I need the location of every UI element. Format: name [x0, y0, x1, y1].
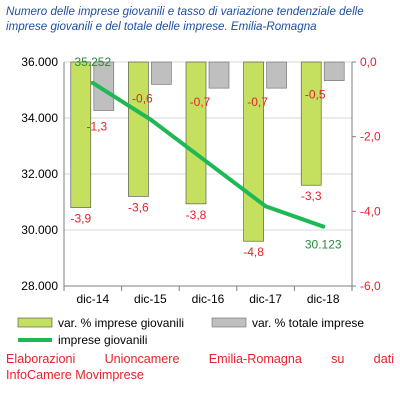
bar-giovanili-dic-18: [300, 61, 322, 186]
label-totale-dic-18: -0,5: [305, 88, 326, 102]
x-tick-dic-16: dic-16: [192, 292, 225, 306]
legend-swatch-totale: [211, 317, 247, 328]
legend: var. % imprese giovanili var. % totale im…: [17, 316, 364, 347]
bar-totale-dic-16: [208, 61, 230, 89]
point-imprese-giovanili-dic-14: [90, 80, 95, 85]
bar-totale-dic-14: [93, 61, 115, 111]
label-line-dic-18: 30.123: [305, 238, 342, 252]
legend-swatch-giovanili: [17, 317, 53, 328]
bar-giovanili-dic-15: [128, 61, 149, 197]
line-layer: [90, 80, 326, 229]
source-note-line1: Elaborazioni Unioncamere Emilia-Romagna …: [6, 352, 394, 366]
y-left-tick-2: 32.000: [21, 167, 58, 181]
label-giovanili-dic-15: -3,6: [128, 200, 149, 214]
bar-giovanili-dic-14: [70, 61, 92, 208]
bar-totale-dic-17: [266, 61, 287, 89]
x-tick-dic-14: dic-14: [76, 292, 109, 306]
source-note-line2: InfoCamere Movimprese: [6, 368, 144, 382]
y-right-tick-2: -4,0: [360, 204, 381, 218]
label-totale-dic-16: -0,7: [190, 95, 211, 109]
x-tick-dic-17: dic-17: [249, 292, 282, 306]
point-imprese-giovanili-dic-16: [206, 160, 210, 165]
bar-giovanili-dic-17: [243, 61, 264, 242]
x-tick-dic-18: dic-18: [307, 292, 340, 306]
legend-label-totale: var. % totale imprese: [252, 316, 364, 330]
y-right-tick-0: 0,0: [360, 55, 377, 69]
y-left-tick-4: 36.000: [21, 55, 58, 69]
y-left-tick-1: 30.000: [21, 223, 58, 237]
label-line-dic-14: 35.252: [74, 55, 111, 69]
point-imprese-giovanili-dic-15: [148, 117, 153, 122]
chart-title: Numero delle imprese giovanili e tasso d…: [6, 5, 364, 33]
labels-layer: -3,9 -1,3 -3,6 -0,6 -3,8 -0,7 -4,8 -0,7 -3,3 -0,5…: [70, 55, 341, 259]
legend-label-line: imprese giovanili: [58, 333, 147, 347]
x-tick-dic-15: dic-15: [134, 292, 167, 306]
y-left-tick-3: 34.000: [21, 111, 58, 125]
point-imprese-giovanili-dic-17: [263, 204, 268, 209]
y-right-tick-3: -6,0: [360, 279, 381, 293]
label-giovanili-dic-17: -4,8: [243, 245, 264, 259]
y-left-tick-0: 28.000: [21, 279, 58, 293]
axes-layer: dic-14 dic-15 dic-16 dic-17 dic-18 28.000 30.0…: [21, 55, 381, 306]
label-giovanili-dic-18: -3,3: [301, 189, 322, 203]
label-giovanili-dic-14: -3,9: [70, 212, 91, 226]
label-totale-dic-14: -1,3: [86, 120, 107, 134]
bar-totale-dic-15: [151, 61, 172, 85]
label-giovanili-dic-16: -3,8: [186, 208, 207, 222]
y-right-tick-1: -2,0: [360, 130, 381, 144]
label-totale-dic-17: -0,7: [247, 95, 268, 109]
point-imprese-giovanili-dic-18: [321, 224, 326, 229]
bar-totale-dic-18: [323, 61, 345, 81]
legend-label-giovanili: var. % imprese giovanili: [58, 316, 184, 330]
bar-giovanili-dic-16: [185, 61, 207, 205]
combo-chart: dic-14 dic-15 dic-16 dic-17 dic-18 28.000 30.0…: [17, 55, 381, 347]
bars-layer: [70, 61, 345, 242]
label-totale-dic-15: -0,6: [132, 91, 153, 105]
